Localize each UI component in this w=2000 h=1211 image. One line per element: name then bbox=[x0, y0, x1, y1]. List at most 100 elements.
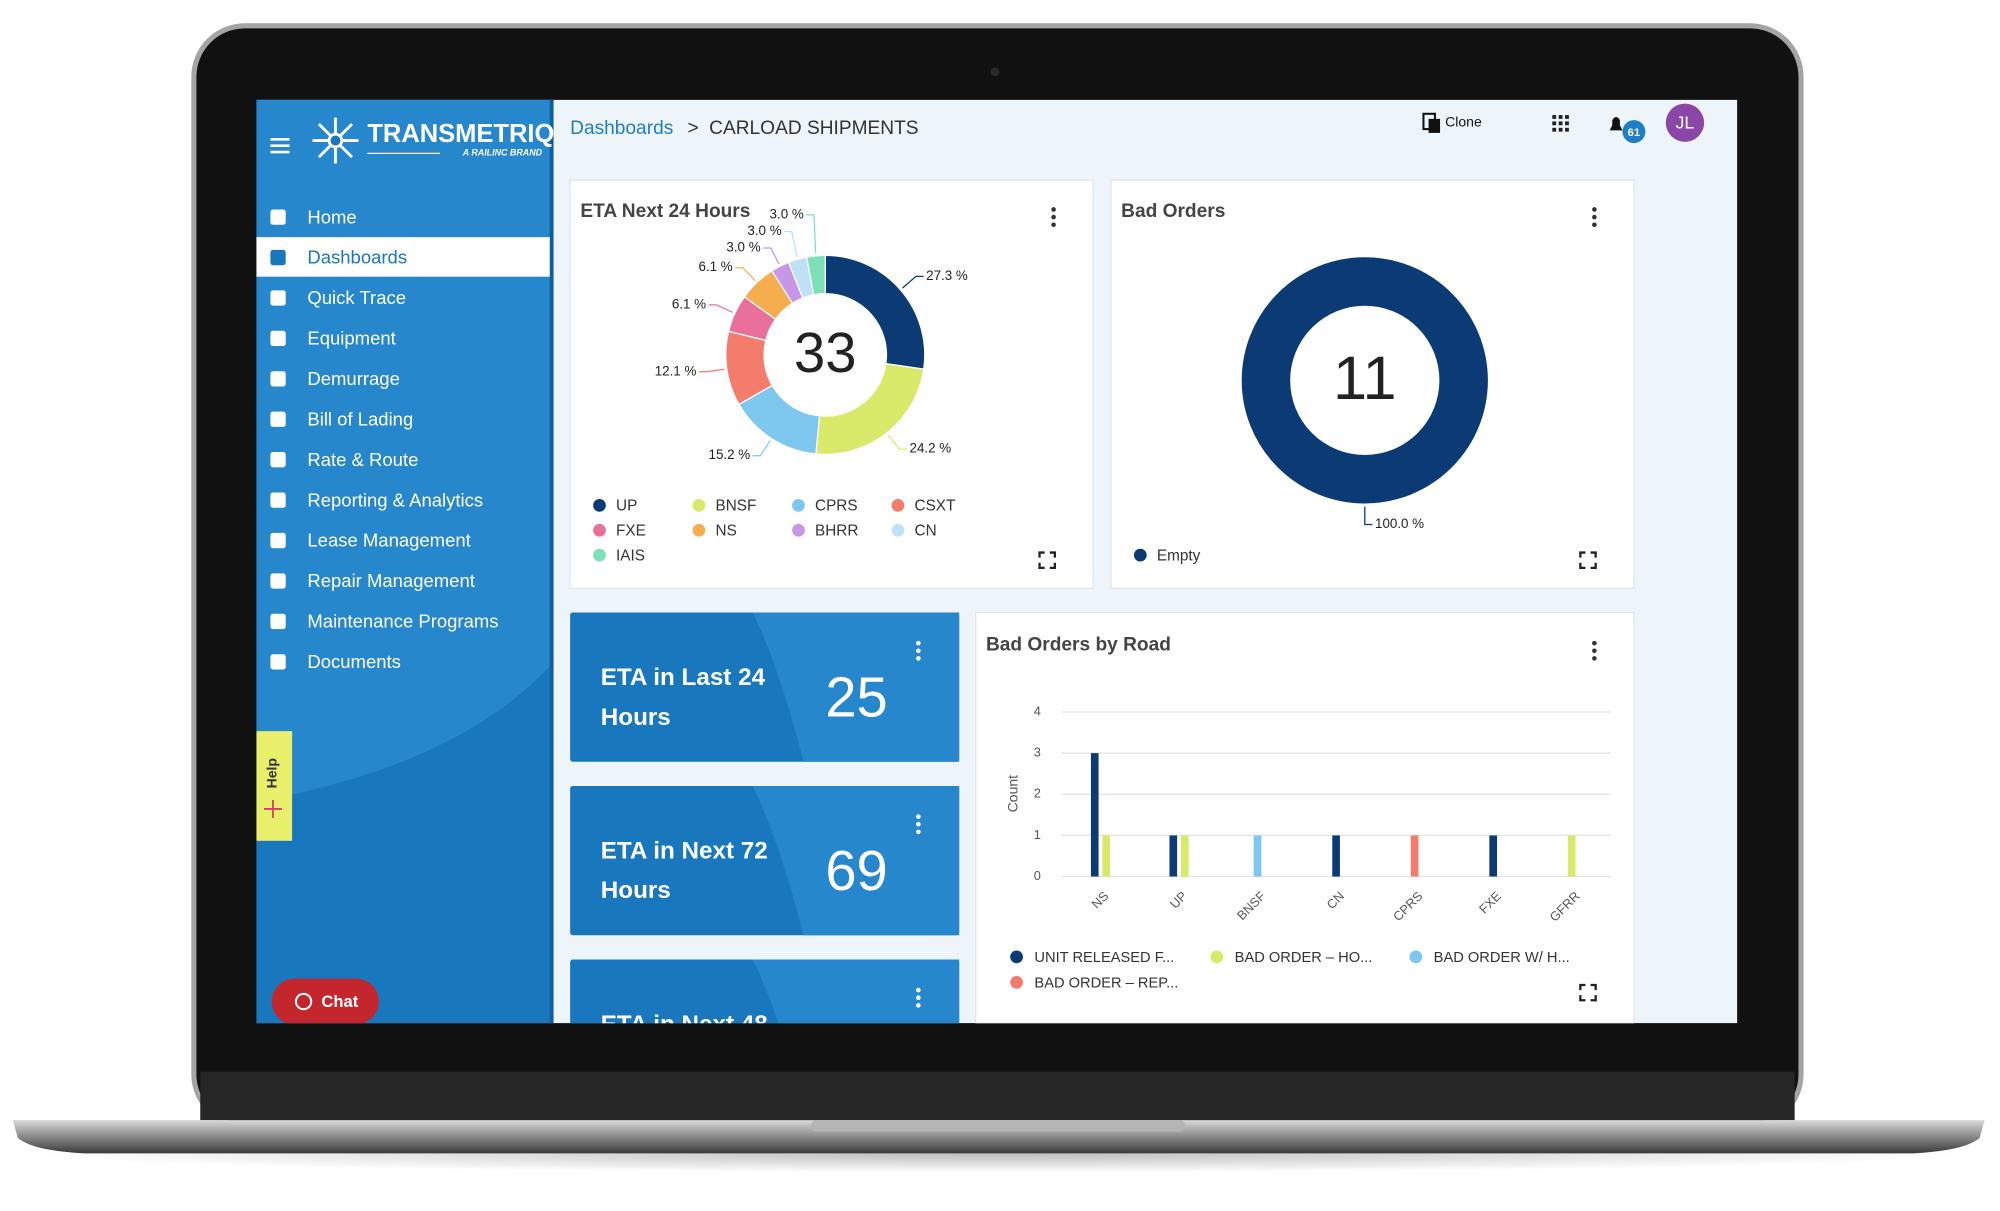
legend-label[interactable]: BAD ORDER – HO... bbox=[1235, 950, 1373, 966]
kpi-value: 69 bbox=[825, 839, 887, 902]
legend-swatch[interactable] bbox=[1133, 548, 1147, 562]
menu-dot[interactable] bbox=[1592, 214, 1597, 220]
nav-item[interactable]: Rate & Route bbox=[307, 449, 418, 470]
bar bbox=[1332, 835, 1340, 877]
menu-dot[interactable] bbox=[1592, 207, 1597, 212]
menu-dot[interactable] bbox=[1051, 222, 1056, 228]
y-tick-label: 2 bbox=[1034, 786, 1041, 801]
help-icon[interactable] bbox=[264, 800, 282, 818]
nav-icon bbox=[270, 209, 286, 225]
nav-item[interactable]: Demurrage bbox=[307, 368, 399, 389]
legend-swatch[interactable] bbox=[1010, 950, 1023, 964]
menu-dot[interactable] bbox=[916, 821, 921, 827]
notification-badge[interactable] bbox=[1622, 120, 1646, 144]
legend-label[interactable]: FXE bbox=[616, 523, 646, 540]
nav-item[interactable]: Documents bbox=[307, 651, 401, 672]
help-label[interactable]: Help bbox=[264, 758, 280, 788]
legend-swatch[interactable] bbox=[692, 498, 706, 512]
menu-dot[interactable] bbox=[916, 648, 921, 654]
menu-dot[interactable] bbox=[916, 640, 921, 646]
bar bbox=[1567, 835, 1576, 877]
legend-swatch[interactable] bbox=[891, 523, 905, 537]
menu-dot[interactable] bbox=[916, 1003, 921, 1008]
nav-icon bbox=[270, 249, 286, 266]
leader-line bbox=[887, 434, 907, 450]
chat-button[interactable] bbox=[271, 978, 379, 1025]
nav-icon bbox=[270, 330, 286, 347]
legend-swatch[interactable] bbox=[1010, 976, 1023, 989]
kpi-shade bbox=[752, 612, 960, 762]
bell-icon[interactable] bbox=[1609, 116, 1623, 131]
leader-line bbox=[698, 368, 725, 373]
chat-icon[interactable] bbox=[294, 992, 313, 1011]
legend-label[interactable]: CN bbox=[915, 523, 937, 540]
legend-label[interactable]: BNSF bbox=[716, 498, 757, 515]
expand-icon[interactable] bbox=[1038, 551, 1056, 570]
menu-dot[interactable] bbox=[1051, 214, 1056, 220]
legend-label[interactable]: Empty bbox=[1157, 547, 1201, 564]
legend-label[interactable]: BHRR bbox=[815, 523, 858, 540]
nav-selected[interactable] bbox=[256, 237, 550, 277]
nav-item[interactable]: Equipment bbox=[307, 328, 395, 349]
nav-icon bbox=[270, 613, 286, 630]
menu-dot[interactable] bbox=[1051, 207, 1056, 212]
expand-icon[interactable] bbox=[1579, 983, 1597, 1002]
nav-item[interactable]: Repair Management bbox=[307, 570, 474, 591]
avatar-initials[interactable]: JL bbox=[1676, 113, 1695, 133]
nav-item[interactable]: Home bbox=[307, 206, 356, 227]
menu-dot[interactable] bbox=[916, 987, 921, 993]
bar bbox=[1253, 835, 1262, 877]
donut-label: 3.0 % bbox=[726, 240, 760, 255]
y-tick-label: 1 bbox=[1034, 827, 1041, 842]
help-tab[interactable] bbox=[256, 731, 293, 841]
legend-label[interactable]: UNIT RELEASED F... bbox=[1034, 950, 1174, 966]
chat-label[interactable]: Chat bbox=[321, 992, 358, 1011]
legend-swatch[interactable] bbox=[593, 548, 606, 562]
card bbox=[1110, 179, 1635, 589]
menu-dot[interactable] bbox=[1592, 648, 1597, 654]
menu-dot[interactable] bbox=[916, 995, 921, 1001]
legend-swatch[interactable] bbox=[593, 498, 606, 512]
avatar[interactable] bbox=[1665, 103, 1705, 142]
legend-swatch[interactable] bbox=[891, 498, 905, 512]
clone-button[interactable]: Clone bbox=[1422, 112, 1482, 133]
menu-dot[interactable] bbox=[916, 814, 921, 819]
legend-swatch[interactable] bbox=[792, 498, 805, 512]
legend-label[interactable]: NS bbox=[716, 523, 737, 540]
legend-label[interactable]: BAD ORDER W/ H... bbox=[1434, 950, 1570, 966]
legend-label[interactable]: UP bbox=[616, 498, 637, 515]
kpi-shade bbox=[752, 785, 960, 936]
donut-label: 6.1 % bbox=[672, 296, 706, 311]
nav-item[interactable]: Reporting & Analytics bbox=[307, 489, 483, 510]
donut-label: 27.3 % bbox=[926, 268, 968, 283]
menu-dot[interactable] bbox=[1592, 640, 1597, 646]
breadcrumb-root[interactable]: Dashboards bbox=[570, 118, 673, 139]
legend-label[interactable]: CPRS bbox=[815, 498, 858, 515]
nav-item[interactable]: Bill of Lading bbox=[307, 408, 413, 429]
menu-icon[interactable] bbox=[270, 138, 290, 154]
menu-dot[interactable] bbox=[1592, 656, 1597, 661]
expand-icon[interactable] bbox=[1579, 551, 1597, 570]
menu-dot[interactable] bbox=[1592, 222, 1597, 228]
nav-item[interactable]: Lease Management bbox=[307, 530, 470, 551]
donut-slice bbox=[1240, 256, 1490, 505]
nav-item[interactable]: Dashboards bbox=[307, 247, 407, 268]
clone-label[interactable]: Clone bbox=[1445, 113, 1482, 129]
nav-item[interactable]: Maintenance Programs bbox=[307, 611, 498, 632]
y-tick-label: 0 bbox=[1034, 868, 1041, 883]
notification-count[interactable]: 61 bbox=[1628, 127, 1641, 139]
menu-dot[interactable] bbox=[916, 656, 921, 661]
apps-icon[interactable] bbox=[1552, 115, 1569, 132]
card-title: Bad Orders bbox=[1121, 201, 1225, 222]
nav-item[interactable]: Quick Trace bbox=[307, 287, 406, 308]
legend-label[interactable]: IAIS bbox=[616, 547, 645, 564]
menu-dot[interactable] bbox=[916, 829, 921, 835]
legend-swatch[interactable] bbox=[1409, 950, 1423, 964]
legend-label[interactable]: BAD ORDER – REP... bbox=[1034, 976, 1178, 992]
legend-swatch[interactable] bbox=[593, 523, 606, 537]
legend-swatch[interactable] bbox=[1210, 950, 1224, 964]
legend-label[interactable]: CSXT bbox=[915, 498, 956, 515]
legend-swatch[interactable] bbox=[792, 523, 805, 537]
legend-swatch[interactable] bbox=[692, 523, 706, 537]
